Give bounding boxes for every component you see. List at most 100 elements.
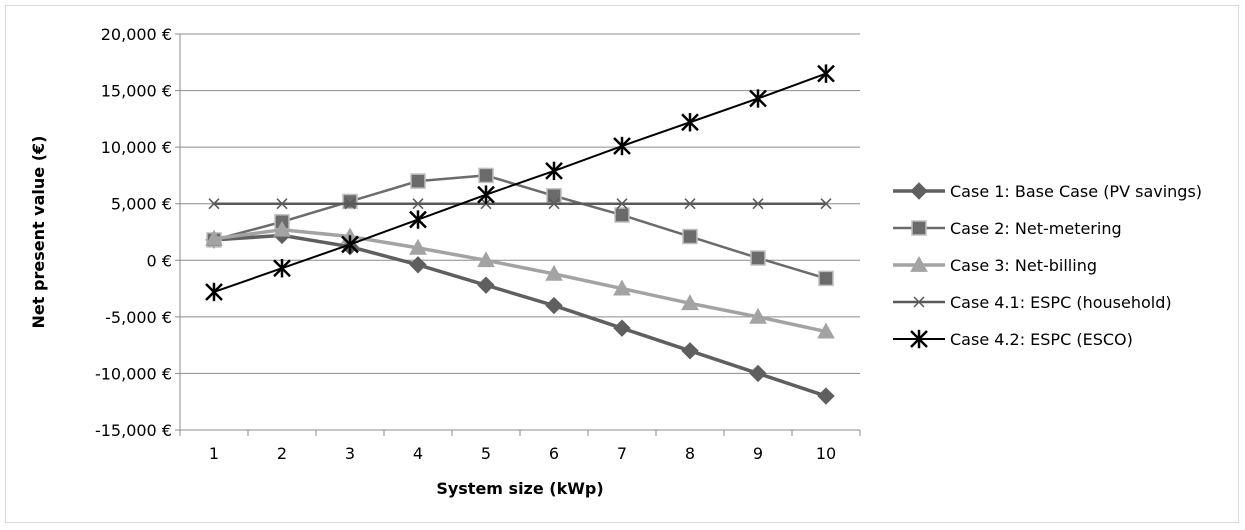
data-point [548, 198, 560, 210]
legend-item-4: Case 4.1: ESPC (household) [893, 293, 1172, 312]
data-point [545, 296, 563, 315]
data-point [273, 259, 291, 278]
legend-label: Case 2: Net-metering [950, 219, 1122, 238]
x-tick-label: 3 [345, 444, 355, 463]
y-axis-title: Net present value (€) [29, 136, 48, 329]
data-point [752, 198, 764, 210]
marker-stroke [276, 198, 288, 210]
data-point [477, 276, 495, 294]
data-point [820, 198, 832, 210]
data-point [681, 294, 699, 311]
series-1 [205, 226, 835, 405]
data-point [750, 250, 766, 266]
y-tick-label: -5,000 € [105, 308, 172, 327]
y-tick-label: 15,000 € [101, 82, 172, 101]
data-point [614, 207, 630, 223]
x-tick-label: 6 [549, 444, 559, 463]
x-tick-label: 8 [685, 444, 695, 463]
data-point [409, 256, 427, 274]
marker-stroke [913, 296, 925, 308]
y-tick-label: 20,000 € [101, 25, 172, 44]
x-tick-label: 2 [277, 444, 287, 463]
data-point [478, 167, 494, 184]
data-point [682, 228, 698, 245]
marker-stroke [684, 198, 696, 210]
marker-stroke [616, 198, 628, 210]
data-point [344, 198, 356, 210]
data-point [342, 193, 358, 210]
data-point [477, 251, 495, 268]
marker-stroke [548, 198, 560, 210]
data-point [749, 89, 767, 108]
y-tick-label: -10,000 € [95, 364, 172, 383]
data-point [817, 387, 835, 405]
series-line [213, 72, 827, 293]
data-point [681, 342, 699, 360]
data-point [412, 198, 424, 210]
y-tick-label: 5,000 € [111, 195, 172, 214]
legend-marker [910, 182, 928, 200]
legend: Case 1: Base Case (PV savings) Case 2: Ne… [893, 182, 1202, 349]
data-point [613, 319, 631, 337]
legend-item-1: Case 1: Base Case (PV savings) [893, 182, 1202, 201]
legend-item-2: Case 2: Net-metering [893, 219, 1122, 238]
data-point [276, 198, 288, 210]
data-point [749, 364, 767, 383]
series-4 [208, 198, 832, 210]
y-tick-label: -15,000 € [95, 421, 172, 440]
x-tick-label: 10 [816, 444, 836, 463]
legend-label: Case 4.1: ESPC (household) [950, 293, 1172, 312]
data-point [545, 161, 563, 181]
legend-label: Case 4.2: ESPC (ESCO) [950, 330, 1133, 349]
data-point [208, 198, 220, 210]
data-point [681, 113, 699, 132]
data-point [409, 238, 427, 255]
marker-stroke [412, 198, 424, 210]
data-point [546, 188, 562, 204]
marker-stroke [344, 198, 356, 210]
data-point [341, 235, 359, 254]
marker-stroke [820, 198, 832, 210]
data-point [818, 270, 834, 287]
x-tick-label: 9 [753, 444, 763, 463]
data-point [817, 322, 835, 339]
marker-stroke [208, 198, 220, 210]
series-line [213, 174, 827, 280]
data-point [205, 229, 223, 246]
axes: System size (kWp) Net present value (€) … [29, 25, 836, 498]
y-tick-label: 0 € [147, 251, 172, 270]
series-lines [205, 64, 835, 405]
legend-marker [911, 220, 927, 236]
data-point [749, 307, 767, 324]
series-line [213, 233, 827, 398]
data-point [817, 64, 835, 83]
x-axis-title: System size (kWp) [436, 479, 603, 498]
marker-stroke [752, 198, 764, 210]
legend-label: Case 3: Net-billing [950, 256, 1097, 275]
data-point [477, 185, 495, 204]
legend-item-5: Case 4.2: ESPC (ESCO) [893, 329, 1133, 349]
data-point [613, 279, 631, 296]
y-tick-label: 10,000 € [101, 138, 172, 157]
data-point [409, 210, 427, 229]
legend-marker [913, 296, 925, 308]
series-5 [205, 64, 835, 302]
data-point [684, 198, 696, 210]
x-tick-label: 4 [413, 444, 423, 463]
line-chart: System size (kWp) Net present value (€) … [29, 25, 1202, 498]
legend-item-3: Case 3: Net-billing [893, 255, 1097, 275]
data-point [616, 198, 628, 210]
data-point [545, 264, 563, 281]
series-line [213, 227, 827, 334]
data-point [410, 173, 426, 189]
x-tick-label: 5 [481, 444, 491, 463]
legend-label: Case 1: Base Case (PV savings) [950, 182, 1202, 201]
data-point [205, 282, 223, 302]
x-tick-label: 1 [209, 444, 219, 463]
legend-marker [910, 255, 928, 272]
chart-frame: System size (kWp) Net present value (€) … [5, 5, 1239, 523]
data-point [613, 136, 631, 156]
data-point [273, 220, 291, 237]
legend-marker [910, 329, 928, 349]
x-tick-label: 7 [617, 444, 627, 463]
